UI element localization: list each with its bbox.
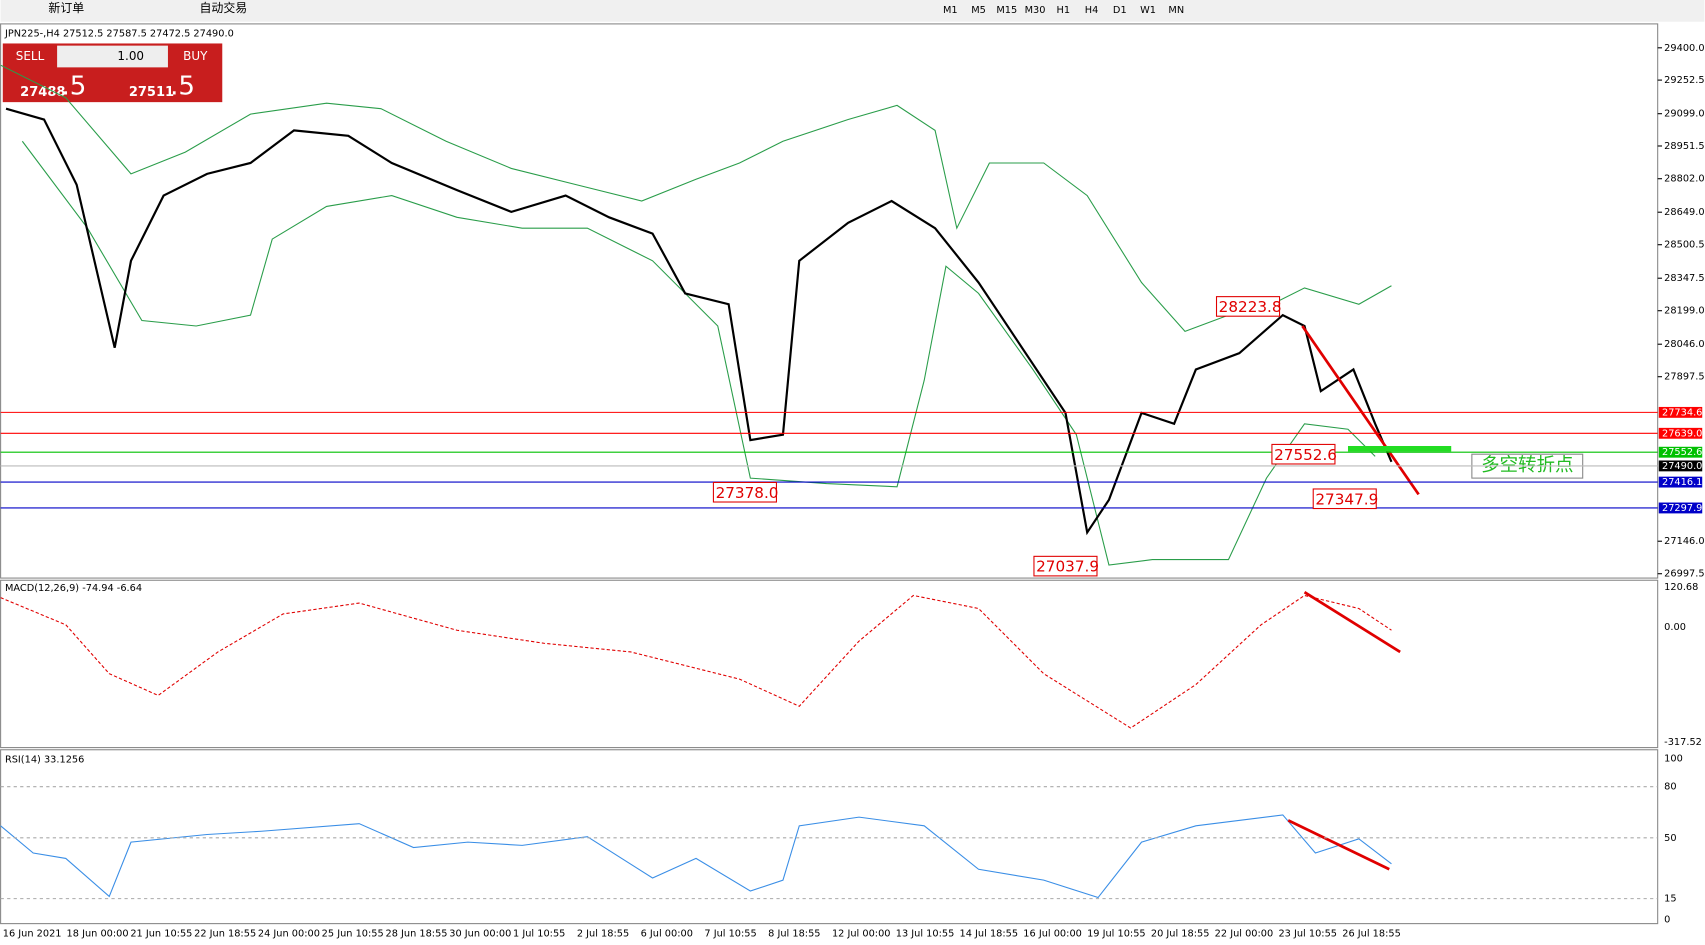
price-annotation-box: [1312, 488, 1377, 510]
timeframe-button[interactable]: H1: [1057, 5, 1071, 16]
price-annotation: 27552.6: [1274, 446, 1337, 464]
time-label: 13 Jul 10:55: [896, 928, 955, 939]
buy-pips: .5: [170, 71, 195, 101]
time-label: 22 Jul 00:00: [1215, 928, 1274, 939]
timeframe-button[interactable]: M30: [1025, 5, 1046, 16]
level-tag: [1658, 427, 1703, 439]
timeframe-button[interactable]: M5: [971, 5, 986, 16]
price-line: [5, 107, 1393, 536]
sell-pips: .5: [61, 71, 86, 101]
time-label: 14 Jul 18:55: [960, 928, 1019, 939]
time-label: 26 Jul 18:55: [1342, 928, 1401, 939]
time-label: 1 Jul 10:55: [513, 928, 565, 939]
macd-axis-label: -317.52: [1664, 737, 1702, 748]
new-order-button[interactable]: 新订单: [48, 0, 84, 15]
level-tag: [1658, 406, 1703, 418]
sell-price: 27488: [20, 85, 65, 100]
price-annotation-box: [1033, 555, 1098, 577]
macd-pane: [0, 579, 1659, 749]
bollinger-bands: [0, 64, 1392, 566]
sell-button[interactable]: SELL: [16, 49, 45, 63]
time-label: 23 Jul 10:55: [1278, 928, 1337, 939]
price-tick-label: 28649.0: [1664, 207, 1704, 218]
auto-trade-button[interactable]: 自动交易: [199, 0, 247, 15]
time-label: 2 Jul 18:55: [577, 928, 629, 939]
timeframe-button[interactable]: M15: [996, 5, 1017, 16]
price-annotation-box: [712, 481, 777, 503]
time-label: 28 Jun 18:55: [385, 928, 447, 939]
timeframe-button[interactable]: W1: [1140, 5, 1156, 16]
time-label: 6 Jul 00:00: [641, 928, 693, 939]
price-pane: [0, 23, 1659, 579]
buy-button[interactable]: BUY: [183, 49, 208, 63]
rsi-axis-label: 100: [1664, 753, 1683, 764]
level-label: 27639.0: [1662, 428, 1702, 439]
price-annotation: 28223.8: [1219, 298, 1282, 316]
price-annotation-box: [1271, 443, 1336, 465]
level-tag: [1658, 476, 1703, 488]
price-tick-label: 26997.5: [1664, 569, 1704, 580]
price-tick-label: 29400.0: [1664, 43, 1704, 54]
rsi-axis-label: 0: [1664, 914, 1670, 925]
trade-panel: SELL BUY 1.00 27488 .5 27511 .5: [2, 43, 223, 103]
price-tick-label: 28500.5: [1664, 240, 1704, 251]
timeframe-button[interactable]: M1: [943, 5, 958, 16]
price-annotation: 27347.9: [1315, 490, 1378, 508]
time-label: 7 Jul 10:55: [704, 928, 756, 939]
rsi-axis-label: 50: [1664, 833, 1676, 844]
time-label: 16 Jun 2021: [3, 928, 62, 939]
trend-arrows: [1287, 325, 1420, 871]
time-label: 8 Jul 18:55: [768, 928, 820, 939]
level-tag: [1658, 446, 1703, 458]
level-label: 27416.1: [1662, 477, 1702, 488]
time-label: 18 Jun 00:00: [67, 928, 129, 939]
level-label: 27734.6: [1662, 407, 1702, 418]
timeframe-button[interactable]: MN: [1168, 5, 1184, 16]
rsi-pane: [0, 749, 1659, 925]
macd-axis-label: 0.00: [1664, 622, 1686, 633]
price-tick-label: 28802.0: [1664, 174, 1704, 185]
macd-signal: [0, 594, 1392, 729]
price-tick-label: 29099.0: [1664, 109, 1704, 120]
rsi-line: [0, 814, 1392, 899]
time-label: 24 Jun 00:00: [258, 928, 320, 939]
buy-price: 27511: [129, 85, 174, 100]
time-label: 22 Jun 18:55: [194, 928, 256, 939]
rsi-label: RSI(14) 33.1256: [5, 755, 84, 766]
chart-header: JPN225-,H4 27512.5 27587.5 27472.5 27490…: [4, 29, 234, 40]
price-tick-label: 28046.0: [1664, 339, 1704, 350]
level-tag: [1658, 502, 1703, 514]
rsi-axis-label: 15: [1664, 894, 1676, 905]
time-label: 20 Jul 18:55: [1151, 928, 1210, 939]
price-tick-label: 29252.5: [1664, 75, 1704, 86]
level-label: 27552.6: [1662, 447, 1702, 458]
macd-label: MACD(12,26,9) -74.94 -6.64: [5, 583, 142, 594]
price-annotation-box: [1215, 296, 1281, 317]
toolbar: [0, 0, 1705, 22]
time-label: 19 Jul 10:55: [1087, 928, 1146, 939]
macd-axis-label: 120.68: [1664, 582, 1698, 593]
rsi-axis-label: 80: [1664, 782, 1676, 793]
price-tick-label: 28347.5: [1664, 273, 1704, 284]
price-tick-label: 28199.0: [1664, 306, 1704, 317]
timeframe-button[interactable]: D1: [1113, 5, 1127, 16]
price-annotation: 27037.9: [1036, 558, 1099, 576]
time-label: 30 Jun 00:00: [449, 928, 511, 939]
timeframe-button[interactable]: H4: [1085, 5, 1099, 16]
lot-input[interactable]: 1.00: [117, 49, 144, 63]
time-label: 25 Jun 10:55: [322, 928, 384, 939]
current-price-tag: [1658, 460, 1703, 472]
price-tick-label: 27146.0: [1664, 536, 1704, 547]
level-label: 27297.9: [1662, 503, 1702, 514]
price-tick-label: 28951.5: [1664, 141, 1704, 152]
time-label: 16 Jul 00:00: [1023, 928, 1082, 939]
price-tick-label: 27897.5: [1664, 372, 1704, 383]
current-price-label: 27490.0: [1662, 461, 1702, 472]
time-label: 12 Jul 00:00: [832, 928, 891, 939]
price-annotation: 27378.0: [716, 484, 779, 502]
time-label: 21 Jun 10:55: [130, 928, 192, 939]
